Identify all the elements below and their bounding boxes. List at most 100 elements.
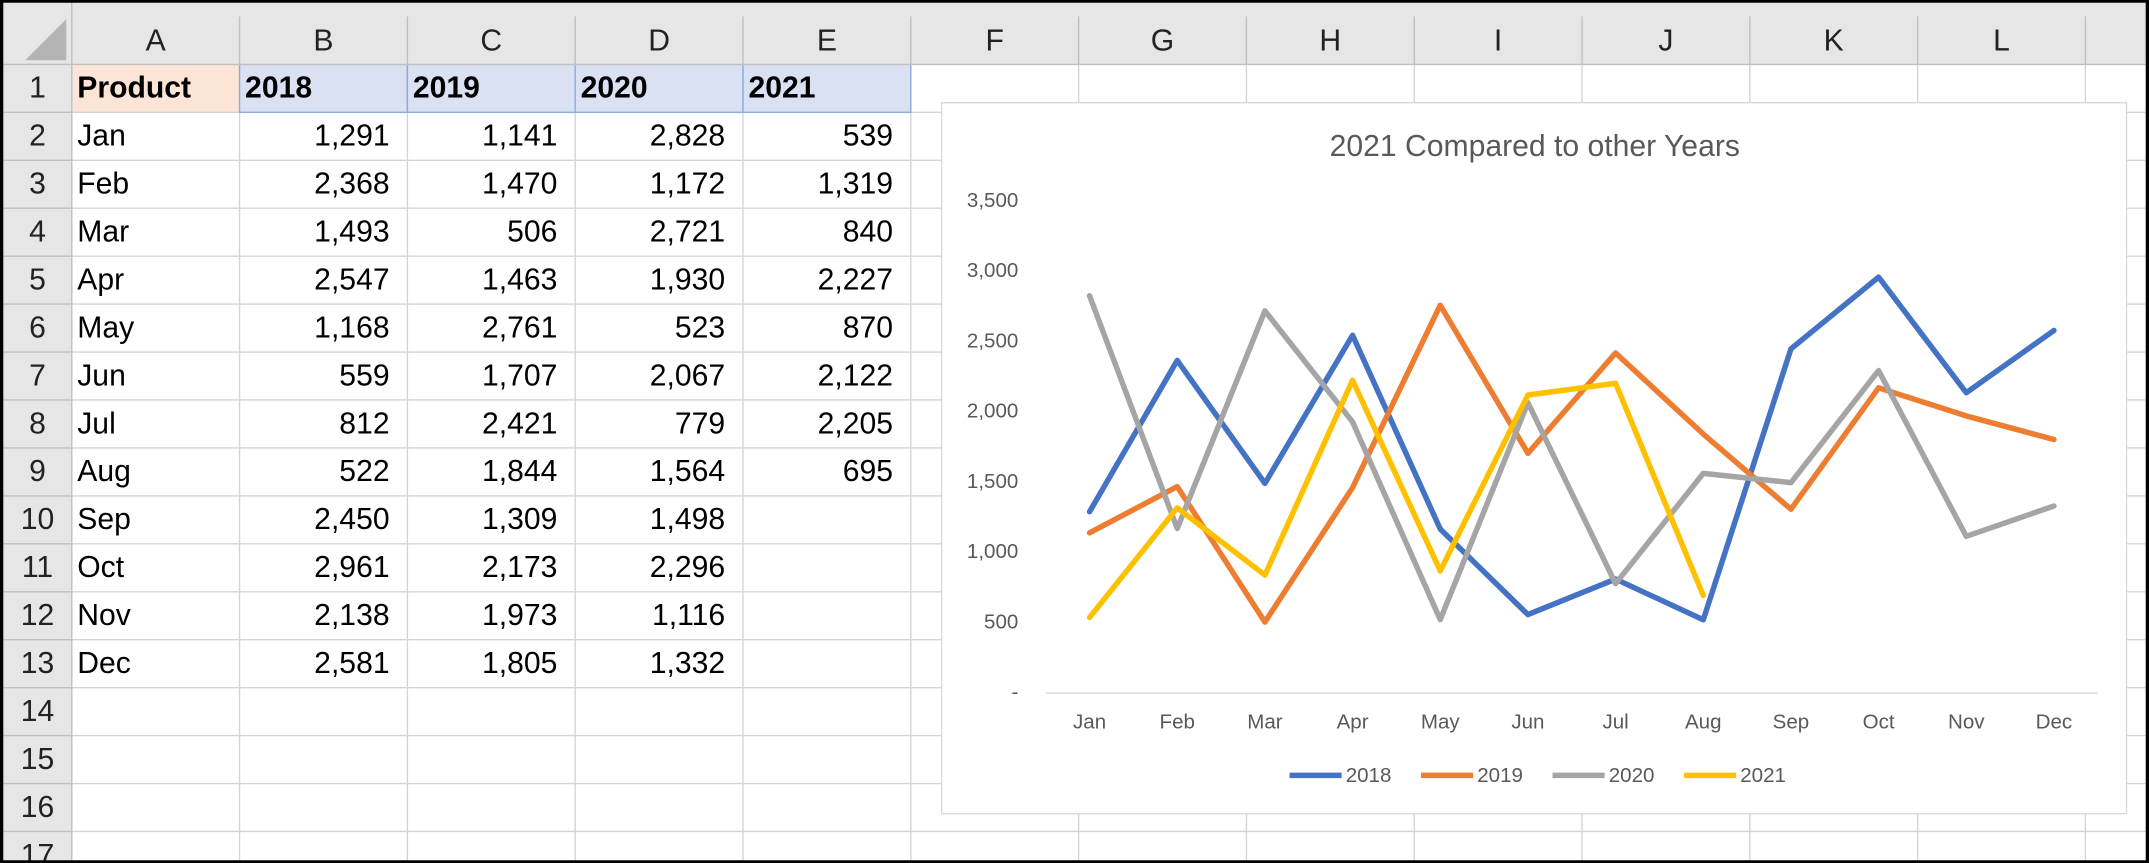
- x-tick-label: Oct: [1863, 711, 1895, 734]
- cell: 2,547: [314, 263, 389, 296]
- cell: Apr: [77, 263, 124, 296]
- cell: May: [77, 311, 134, 344]
- cell: Dec: [77, 647, 131, 680]
- x-tick-label: Dec: [2036, 711, 2073, 734]
- y-tick-label: 3,000: [967, 259, 1018, 282]
- cell: 1,291: [314, 120, 389, 153]
- series-line: [1086, 274, 2057, 623]
- x-tick-label: Jan: [1073, 711, 1106, 734]
- row-header: 5: [29, 263, 46, 296]
- header-cell: 2019: [413, 72, 480, 105]
- cell: Aug: [77, 455, 131, 488]
- header-cell: Product: [77, 72, 191, 105]
- row-header: 11: [22, 551, 53, 584]
- x-tick-label: Feb: [1160, 711, 1195, 734]
- x-tick-label: May: [1421, 711, 1461, 734]
- y-tick-label: 2,000: [967, 400, 1018, 423]
- cell: 1,973: [482, 599, 557, 632]
- cell: 2,450: [314, 503, 389, 536]
- cell: 2,961: [314, 551, 389, 584]
- row-header: 15: [21, 743, 55, 776]
- cell: 2,227: [818, 263, 893, 296]
- column-header: B: [313, 24, 333, 57]
- cell: Mar: [77, 216, 129, 249]
- cell: 1,141: [482, 120, 557, 153]
- row-header: 14: [21, 695, 55, 728]
- header-cell: 2021: [748, 72, 815, 105]
- row-header: 3: [29, 168, 46, 201]
- cell: 1,116: [652, 599, 725, 632]
- row-header-bar: [0, 0, 72, 863]
- cell: 2,421: [482, 407, 557, 440]
- cell: 523: [675, 311, 725, 344]
- row-header: 4: [29, 216, 46, 249]
- header-cell-fill: [742, 63, 912, 114]
- cell: 1,493: [314, 216, 389, 249]
- x-tick-label: Sep: [1773, 711, 1810, 734]
- row-header: 13: [21, 647, 55, 680]
- column-header: C: [480, 24, 502, 57]
- legend-label: 2019: [1477, 764, 1523, 787]
- y-tick-label: 1,000: [967, 540, 1018, 563]
- y-tick-label: 500: [984, 610, 1018, 633]
- column-header: G: [1151, 24, 1174, 57]
- column-header: E: [817, 24, 837, 57]
- x-tick-label: Apr: [1337, 711, 1369, 734]
- series-line: [1086, 377, 1706, 621]
- cell: 1,844: [482, 455, 557, 488]
- cell: 1,564: [650, 455, 725, 488]
- row-header: 10: [21, 503, 55, 536]
- cell: Nov: [77, 599, 131, 632]
- cell: 1,332: [650, 647, 725, 680]
- header-cell: 2020: [581, 72, 648, 105]
- x-tick-label: Jul: [1602, 711, 1628, 734]
- row-header: 1: [29, 72, 46, 105]
- y-tick-label: 3,500: [967, 189, 1018, 212]
- header-cell-fill: [238, 63, 409, 114]
- row-header: 9: [29, 455, 46, 488]
- row-header: 16: [21, 791, 55, 824]
- x-tick-label: Nov: [1948, 711, 1985, 734]
- chart-area: [940, 102, 2128, 815]
- cell: Jul: [77, 407, 116, 440]
- row-header: 7: [29, 359, 46, 392]
- cell: 1,172: [650, 168, 725, 201]
- cell: 2,761: [482, 311, 557, 344]
- x-tick-label: Aug: [1685, 711, 1722, 734]
- cell: 1,470: [482, 168, 557, 201]
- cell: 1,930: [650, 263, 725, 296]
- legend-label: 2018: [1346, 764, 1392, 787]
- row-header: 12: [21, 599, 55, 632]
- cell: 522: [339, 455, 389, 488]
- header-cell: 2018: [245, 72, 312, 105]
- cell: Jan: [77, 120, 126, 153]
- cell: 559: [339, 359, 389, 392]
- cell: 2,205: [818, 407, 893, 440]
- legend-label: 2020: [1609, 764, 1655, 787]
- cell: 1,463: [482, 263, 557, 296]
- cell: 2,828: [650, 120, 725, 153]
- column-header: K: [1824, 24, 1844, 57]
- cell: 2,296: [650, 551, 725, 584]
- cell: 840: [843, 216, 893, 249]
- cell: 539: [843, 120, 893, 153]
- column-header: A: [146, 24, 167, 57]
- cell: Oct: [77, 551, 124, 584]
- column-header: J: [1658, 24, 1673, 57]
- cell: 1,805: [482, 647, 557, 680]
- cell: 2,173: [482, 551, 557, 584]
- x-tick-label: Jun: [1511, 711, 1544, 734]
- column-header: H: [1319, 24, 1341, 57]
- column-header-bar: [0, 0, 2149, 65]
- cell: 2,581: [314, 647, 389, 680]
- cells: Product 2018 2019 2020 2021 Jan 1,291 1,141 2,82…: [71, 63, 912, 680]
- column-header: L: [1993, 24, 2010, 57]
- row-header: 2: [29, 120, 46, 153]
- cell: 2,721: [650, 216, 725, 249]
- legend-label: 2021: [1740, 764, 1786, 787]
- x-tick-label: Mar: [1247, 711, 1283, 734]
